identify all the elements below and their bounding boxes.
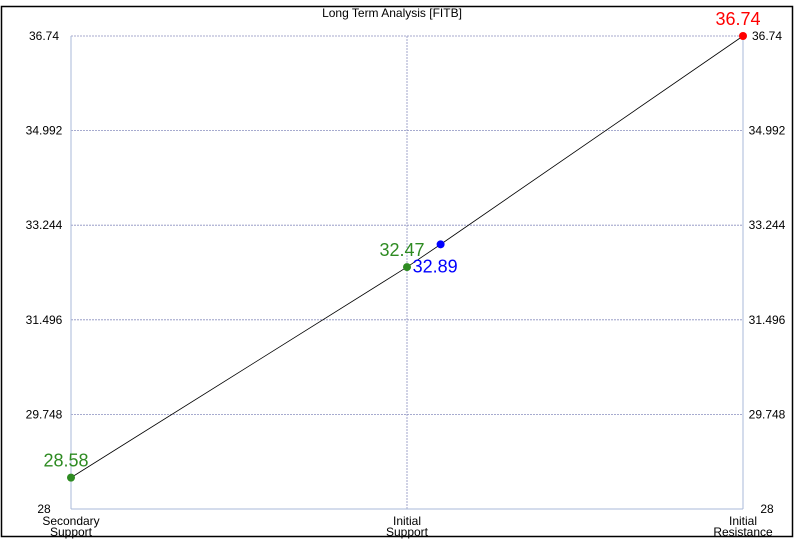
y-tick-label-left: 28 <box>37 502 51 516</box>
grid-lines <box>71 35 743 509</box>
x-category-label: Initial Support <box>386 514 429 539</box>
y-tick-labels: 28 28 29.748 29.748 31.496 31.496 33.244 33.244… <box>26 29 786 516</box>
data-label: 32.47 <box>379 240 424 260</box>
y-tick-label-left: 29.748 <box>26 407 63 421</box>
data-point <box>403 263 411 272</box>
y-tick-label-right: 31.496 <box>749 313 786 327</box>
data-point <box>67 473 75 482</box>
data-points <box>67 32 747 482</box>
y-tick-label-right: 34.992 <box>749 124 786 138</box>
x-category-label-line: Initial <box>393 514 421 528</box>
y-tick-label-left: 34.992 <box>26 124 63 138</box>
data-label: 32.89 <box>413 256 458 276</box>
y-tick-label-right: 33.244 <box>749 218 786 232</box>
y-tick-label-left: 33.244 <box>26 218 63 232</box>
data-point <box>436 240 445 249</box>
y-tick-label-right: 28 <box>760 502 774 516</box>
chart-title: Long Term Analysis [FITB] <box>322 6 462 20</box>
x-category-label-line: Initial <box>729 514 757 528</box>
y-tick-label-right: 29.748 <box>749 407 786 421</box>
x-category-label-line: Support <box>386 525 429 539</box>
data-label: 28.58 <box>43 451 88 471</box>
x-category-label: Initial Resistance <box>713 514 773 539</box>
x-category-label: Secondary Support <box>42 514 99 539</box>
data-point <box>739 32 747 40</box>
x-category-label-line: Secondary <box>42 514 99 528</box>
series-line <box>70 35 744 478</box>
axes <box>70 36 744 510</box>
x-category-label-line: Support <box>50 525 93 539</box>
y-tick-label-right: 36.74 <box>752 29 782 43</box>
y-tick-label-left: 36.74 <box>29 29 59 43</box>
y-tick-label-left: 31.496 <box>26 313 63 327</box>
chart-border <box>0 5 794 538</box>
series-line-path <box>70 35 744 478</box>
x-category-label-line: Resistance <box>713 525 773 539</box>
data-label: 36.74 <box>715 9 760 29</box>
